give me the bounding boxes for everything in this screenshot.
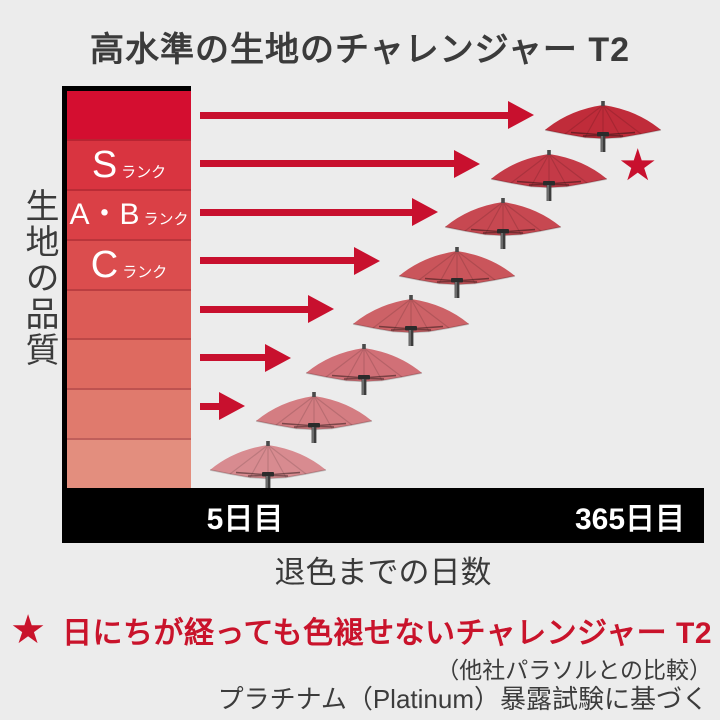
quality-segment xyxy=(67,338,191,389)
fade-arrow-shaft xyxy=(200,305,308,313)
fade-arrow-shaft xyxy=(200,111,508,119)
quality-segment-rank-A・B: A・B ランク xyxy=(67,188,191,239)
fade-arrow-head xyxy=(507,101,534,129)
rank-suffix: ランク xyxy=(121,163,167,181)
legend-source-note: プラチナム（Platinum）暴露試験に基づく xyxy=(217,684,708,714)
fade-arrow-head xyxy=(353,246,380,275)
quality-bar-frame: S ランク A・B ランク C ランク xyxy=(62,86,191,488)
rank-suffix: ランク xyxy=(122,263,168,281)
legend-comparison-note: （他社パラソルとの比較） xyxy=(436,657,712,683)
rank-suffix: ランク xyxy=(143,210,189,228)
fade-arrow-head xyxy=(307,295,334,323)
rank-letter: A・B xyxy=(69,197,140,231)
umbrella-icon xyxy=(252,392,376,444)
rank-label: C ランク xyxy=(91,246,167,284)
fade-arrow-shaft xyxy=(200,354,266,361)
umbrella-icon xyxy=(395,247,519,299)
rank-letter: S xyxy=(91,143,118,186)
star-icon: ★ xyxy=(10,608,46,652)
x-tick-day365: 365日目 xyxy=(574,502,686,536)
quality-segment xyxy=(67,288,191,339)
legend-headline: 日にちが経っても色褪せないチャレンジャー T2 xyxy=(61,617,712,650)
quality-segment-rank-C: C ランク xyxy=(67,238,191,289)
fade-arrow-head xyxy=(219,392,245,420)
page-title: 高水準の生地のチャレンジャー T2 xyxy=(89,31,631,69)
umbrella-icon xyxy=(441,198,565,250)
x-axis-title: 退色までの日数 xyxy=(274,555,492,590)
fade-arrow-shaft xyxy=(200,208,412,216)
rank-label: A・B ランク xyxy=(69,197,189,231)
challenger-star-icon: ★ xyxy=(617,140,658,190)
x-axis-bar: 5日目 365日目 xyxy=(62,488,704,543)
rank-letter: C xyxy=(90,243,119,286)
y-axis-label: 生地の品質 xyxy=(20,188,58,368)
fade-arrow-head xyxy=(453,149,480,178)
umbrella-icon xyxy=(349,295,473,347)
quality-bar: S ランク A・B ランク C ランク xyxy=(67,91,191,488)
legend-headline-row: ★ 日にちが経っても色褪せないチャレンジャー T2 xyxy=(10,608,712,652)
umbrella-icon xyxy=(206,441,330,493)
rank-label: S ランク xyxy=(92,146,166,184)
fade-arrow-shaft xyxy=(200,160,454,167)
quality-segment-rank-S: S ランク xyxy=(67,138,191,189)
x-tick-day5: 5日目 xyxy=(206,502,284,536)
quality-segment xyxy=(67,438,191,488)
fade-arrow-shaft xyxy=(200,402,219,410)
fade-arrow-head xyxy=(265,343,292,372)
quality-segment xyxy=(67,388,191,439)
fade-arrow-shaft xyxy=(200,257,354,264)
fade-arrow-head xyxy=(411,198,438,226)
umbrella-icon xyxy=(487,150,611,202)
umbrella-icon xyxy=(302,344,426,396)
quality-segment xyxy=(67,91,191,139)
